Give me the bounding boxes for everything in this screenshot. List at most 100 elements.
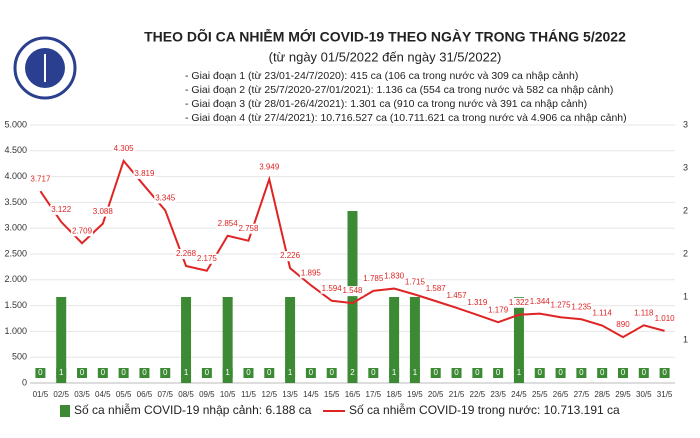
bar-label-box xyxy=(56,368,67,378)
x-tick-label: 12/5 xyxy=(261,390,277,399)
line-value-label: 890 xyxy=(616,320,630,329)
y-tick-label: 4.500 xyxy=(4,145,27,155)
line-label-box xyxy=(320,283,343,294)
line-label-box xyxy=(195,253,218,264)
line-value-label: 2.854 xyxy=(218,219,239,228)
y-tick-label: 4.000 xyxy=(4,171,27,181)
bar-value-label: 1 xyxy=(288,368,293,377)
line-value-label: 3.819 xyxy=(134,169,155,178)
y2-tick-label: 3 xyxy=(683,162,688,172)
chart-subtitle: (từ ngày 01/5/2022 đến ngày 31/5/2022) xyxy=(269,49,502,64)
y-tick-label: 3.000 xyxy=(4,223,27,233)
bar xyxy=(56,297,67,383)
x-tick-label: 09/5 xyxy=(199,390,215,399)
bar-label-box xyxy=(659,368,670,378)
x-tick-label: 26/5 xyxy=(553,390,569,399)
bar-label-box xyxy=(617,368,628,378)
bar-label-box xyxy=(97,368,108,378)
legend-label: Số ca nhiễm COVID-19 trong nước: 10.713.… xyxy=(349,402,620,417)
bar-label-box xyxy=(493,368,504,378)
y2-tick-label: 1 xyxy=(683,291,688,301)
bar-value-label: 0 xyxy=(642,368,647,377)
line-value-label: 1.114 xyxy=(592,309,612,318)
line-value-label: 3.122 xyxy=(51,205,72,214)
bar-value-label: 2 xyxy=(350,368,355,377)
line-label-box xyxy=(611,320,634,331)
bar-value-label: 0 xyxy=(121,368,126,377)
x-tick-label: 20/5 xyxy=(428,390,444,399)
y-tick-label: 1.000 xyxy=(4,326,27,336)
bar-label-box xyxy=(597,368,608,378)
bar-label-box xyxy=(347,368,358,378)
x-tick-label: 30/5 xyxy=(636,390,652,399)
bar-label-box xyxy=(513,368,524,378)
bar-label-box xyxy=(118,368,129,378)
bar-label-box xyxy=(160,368,171,378)
line-label-box xyxy=(383,271,406,282)
line-value-label: 2.268 xyxy=(176,249,197,258)
line-value-label: 1.457 xyxy=(447,291,468,300)
line-label-box xyxy=(362,273,385,284)
bar-value-label: 0 xyxy=(142,368,147,377)
y2-tick-label: 2 xyxy=(683,248,688,258)
bar-value-label: 0 xyxy=(496,368,501,377)
line-label-box xyxy=(528,296,551,307)
bar-label-box xyxy=(222,368,233,378)
line-label-box xyxy=(279,251,302,262)
bar-value-label: 0 xyxy=(246,368,251,377)
y-tick-label: 5.000 xyxy=(4,119,27,129)
x-tick-label: 27/5 xyxy=(574,390,590,399)
x-tick-label: 06/5 xyxy=(137,390,153,399)
bar-value-label: 0 xyxy=(80,368,85,377)
legend-swatch xyxy=(60,405,70,417)
x-tick-label: 17/5 xyxy=(366,390,382,399)
bar xyxy=(389,297,400,383)
line-value-label: 3.345 xyxy=(155,194,176,203)
bar-label-box xyxy=(472,368,483,378)
y-tick-label: 0 xyxy=(22,377,27,387)
y-tick-label: 2.000 xyxy=(4,274,27,284)
bar-label-box xyxy=(285,368,296,378)
bar xyxy=(347,211,358,383)
bar xyxy=(222,297,233,383)
line-value-label: 3.717 xyxy=(30,174,51,183)
line-value-label: 1.235 xyxy=(571,302,592,311)
bar-label-box xyxy=(264,368,275,378)
bar-value-label: 0 xyxy=(205,368,210,377)
y-tick-label: 3.500 xyxy=(4,197,27,207)
bar-value-label: 1 xyxy=(413,368,418,377)
x-tick-label: 25/5 xyxy=(532,390,548,399)
line-value-label: 2.175 xyxy=(197,254,218,263)
line-value-label: 1.344 xyxy=(530,297,551,306)
bar-value-label: 0 xyxy=(538,368,543,377)
bar-label-box xyxy=(243,368,254,378)
line-value-label: 1.010 xyxy=(655,314,676,323)
line-value-label: 1.587 xyxy=(426,284,447,293)
line-label-box xyxy=(341,286,364,297)
bar-label-box xyxy=(555,368,566,378)
y2-tick-label: 3 xyxy=(683,119,688,129)
bar xyxy=(409,297,420,383)
bar-value-label: 1 xyxy=(392,368,397,377)
bar-value-label: 0 xyxy=(329,368,334,377)
line-value-label: 2.758 xyxy=(238,224,259,233)
chart-title: THEO DÕI CA NHIỄM MỚI COVID-19 THEO NGÀY… xyxy=(144,28,626,45)
bar-value-label: 0 xyxy=(600,368,605,377)
line-value-label: 3.088 xyxy=(93,207,114,216)
line-value-label: 1.275 xyxy=(551,300,572,309)
x-tick-label: 11/5 xyxy=(241,390,257,399)
x-tick-label: 24/5 xyxy=(511,390,527,399)
line-label-box xyxy=(632,308,655,319)
line-label-box xyxy=(71,226,94,237)
line-value-label: 2.709 xyxy=(72,226,93,235)
bar-value-label: 0 xyxy=(621,368,626,377)
line-label-box xyxy=(154,193,177,204)
bar-label-box xyxy=(389,368,400,378)
bar-value-label: 1 xyxy=(225,368,230,377)
bar-value-label: 1 xyxy=(184,368,189,377)
line-label-box xyxy=(424,284,447,295)
line-value-label: 4.305 xyxy=(114,144,135,153)
line-label-box xyxy=(549,300,572,311)
bar-value-label: 0 xyxy=(101,368,106,377)
bar-label-box xyxy=(201,368,212,378)
